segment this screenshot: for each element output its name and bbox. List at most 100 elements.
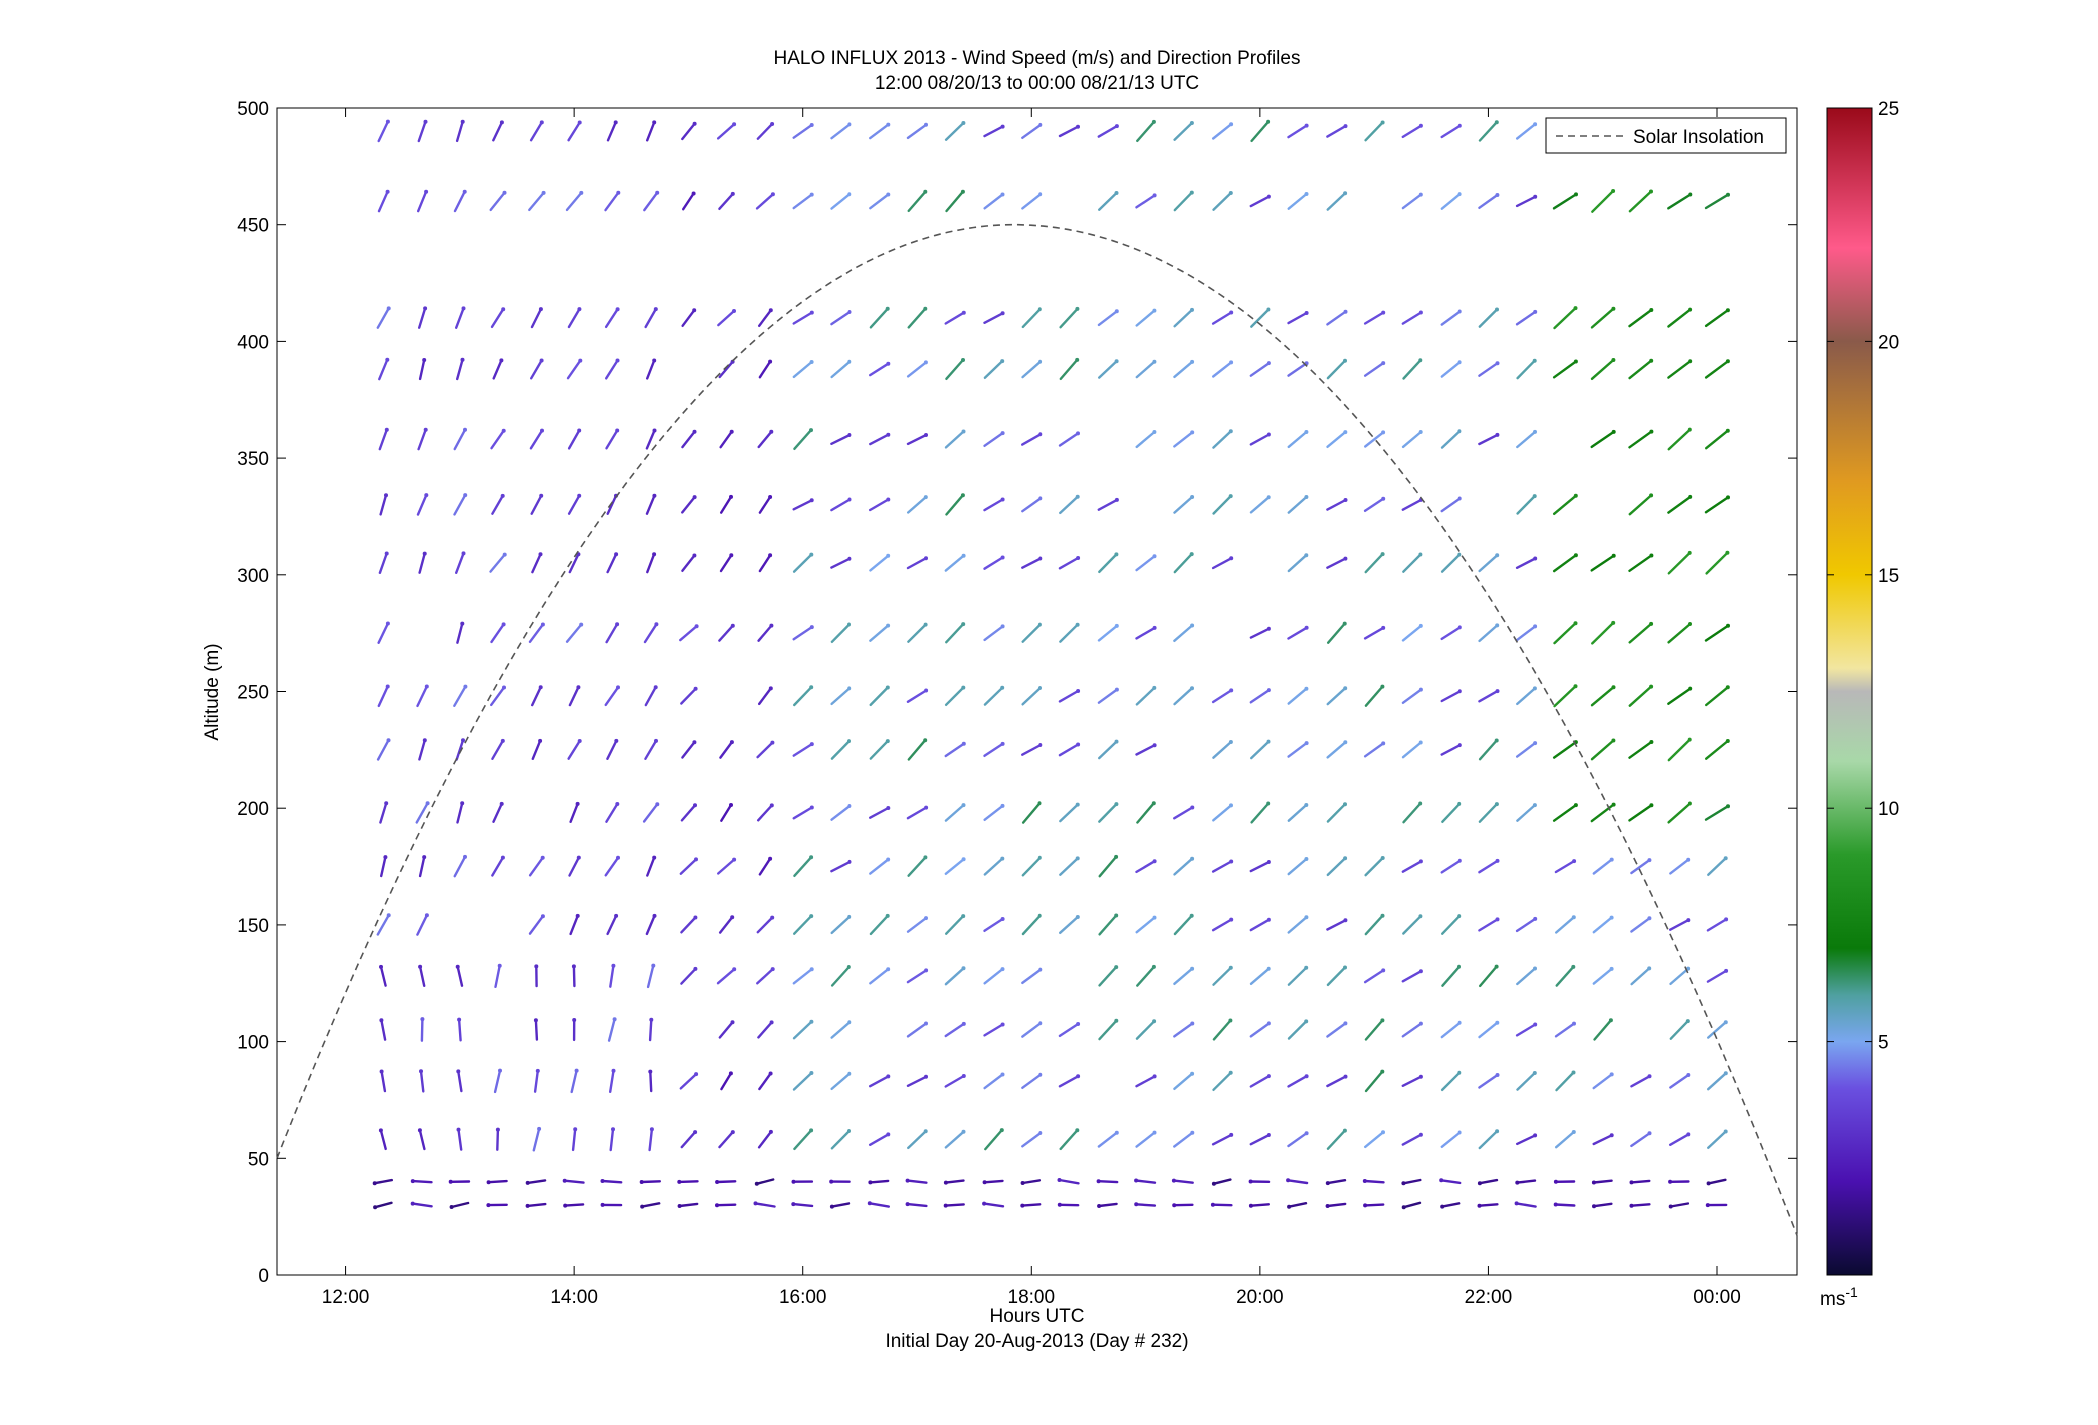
- wind-barb: [1021, 686, 1042, 706]
- wind-barb-shaft: [906, 1202, 928, 1208]
- wind-barb-head: [1020, 1203, 1025, 1208]
- wind-barb-head: [1381, 968, 1386, 973]
- wind-barb: [681, 429, 697, 449]
- wind-barb: [1173, 856, 1195, 876]
- wind-barb-shaft: [1401, 688, 1423, 704]
- wind-barb: [1440, 309, 1462, 326]
- wind-barb-shaft: [944, 121, 965, 141]
- wind-barb: [681, 308, 697, 327]
- wind-barb-head: [847, 804, 852, 808]
- wind-barb-shaft: [944, 1179, 965, 1184]
- wind-barb: [489, 190, 507, 212]
- wind-barb-shaft: [531, 553, 542, 574]
- wind-barb-shaft: [1212, 1071, 1232, 1092]
- wind-barb-shaft: [1402, 553, 1422, 573]
- wind-barb-shaft: [1591, 621, 1615, 645]
- wind-barb-shaft: [455, 739, 465, 761]
- wind-barb-shaft: [906, 361, 928, 378]
- wind-barb: [1515, 309, 1538, 326]
- wind-barb-head: [1533, 429, 1537, 434]
- wind-barb-head: [410, 1201, 415, 1206]
- wind-barb-head: [692, 308, 697, 313]
- wind-barb-head: [655, 190, 660, 195]
- wind-barb-head: [1229, 917, 1234, 922]
- wind-barb-shaft: [1363, 361, 1385, 377]
- wind-barb: [1326, 802, 1347, 823]
- wind-barb-head: [1229, 803, 1233, 808]
- wind-barb-shaft: [907, 495, 927, 514]
- wind-barb: [1628, 308, 1654, 328]
- wind-barb-shaft: [641, 1202, 661, 1208]
- wind-barb-head: [460, 119, 465, 124]
- wind-barb-head: [1038, 1072, 1043, 1077]
- wind-barb: [1097, 623, 1119, 642]
- wind-barb-shaft: [455, 307, 465, 329]
- wind-barb-head: [461, 551, 466, 556]
- wind-barb: [984, 1128, 1004, 1151]
- wind-barb-shaft: [1212, 966, 1233, 986]
- wind-barb: [719, 553, 734, 573]
- wind-barb-shaft: [944, 1074, 965, 1088]
- wind-barb-head: [1726, 623, 1730, 628]
- wind-barb-shaft: [1552, 803, 1578, 822]
- wind-barb-shaft: [567, 121, 581, 142]
- wind-barb-head: [1038, 122, 1043, 127]
- wind-barb: [944, 429, 966, 449]
- wind-barb-head: [1038, 686, 1042, 690]
- wind-barb-shaft: [528, 191, 545, 212]
- wind-barb: [417, 119, 428, 143]
- wind-barb-shaft: [1515, 1134, 1537, 1146]
- wind-barb-head: [867, 1201, 872, 1206]
- wind-barb: [1250, 801, 1271, 824]
- wind-barb: [792, 123, 814, 139]
- wind-barb-shaft: [530, 307, 543, 329]
- wind-barb-shaft: [793, 686, 813, 707]
- wind-barb-head: [1533, 556, 1538, 561]
- wind-barb: [758, 553, 773, 573]
- wind-barb-shaft: [1440, 310, 1461, 326]
- wind-barb-head: [1649, 493, 1654, 498]
- wind-barb-shaft: [1592, 858, 1613, 875]
- wind-barb: [1135, 1074, 1157, 1088]
- wind-barb-head: [385, 119, 390, 124]
- wind-barb-shaft: [681, 122, 696, 141]
- wind-barb: [1326, 556, 1348, 569]
- wind-barb-shaft: [1630, 1075, 1651, 1088]
- wind-barb-shaft: [1058, 125, 1080, 138]
- wind-barb-shaft: [1135, 1131, 1156, 1148]
- wind-barb: [1516, 358, 1537, 380]
- wind-barb: [1554, 1021, 1576, 1038]
- wind-barb: [490, 622, 506, 644]
- wind-barb: [944, 1074, 966, 1088]
- wind-barb-head: [1418, 1021, 1423, 1026]
- wind-barb-head: [1688, 494, 1693, 499]
- wind-barb-shaft: [1707, 1130, 1727, 1150]
- wind-barb: [718, 623, 735, 642]
- wind-barb: [1706, 1071, 1728, 1091]
- wind-barb-shaft: [1401, 430, 1422, 449]
- wind-barb: [379, 1018, 387, 1041]
- wind-barb-head: [1000, 1022, 1005, 1027]
- wind-barb: [1629, 1179, 1651, 1185]
- wind-barb-shaft: [1097, 1179, 1119, 1184]
- wind-barb: [1707, 1129, 1728, 1150]
- colorbar-unit: ms-1: [1820, 1284, 1858, 1310]
- wind-barb-head: [457, 1017, 462, 1022]
- wind-barb-shaft: [1478, 308, 1499, 328]
- wind-barb: [415, 801, 430, 824]
- wind-barb-head: [1573, 553, 1578, 558]
- wind-barb-shaft: [417, 190, 428, 213]
- wind-barb-head: [1573, 803, 1578, 808]
- wind-barb-head: [693, 1130, 698, 1135]
- wind-barb-shaft: [1212, 191, 1233, 211]
- wind-barb: [529, 428, 544, 450]
- wind-barb: [1628, 740, 1654, 759]
- wind-barb-head: [1343, 124, 1348, 129]
- wind-barb-head: [982, 1201, 987, 1206]
- wind-barb-head: [1418, 801, 1423, 806]
- wind-barb: [793, 685, 814, 707]
- wind-barb: [609, 1127, 615, 1152]
- wind-barb: [983, 685, 1005, 706]
- wind-barb-head: [1686, 1132, 1691, 1137]
